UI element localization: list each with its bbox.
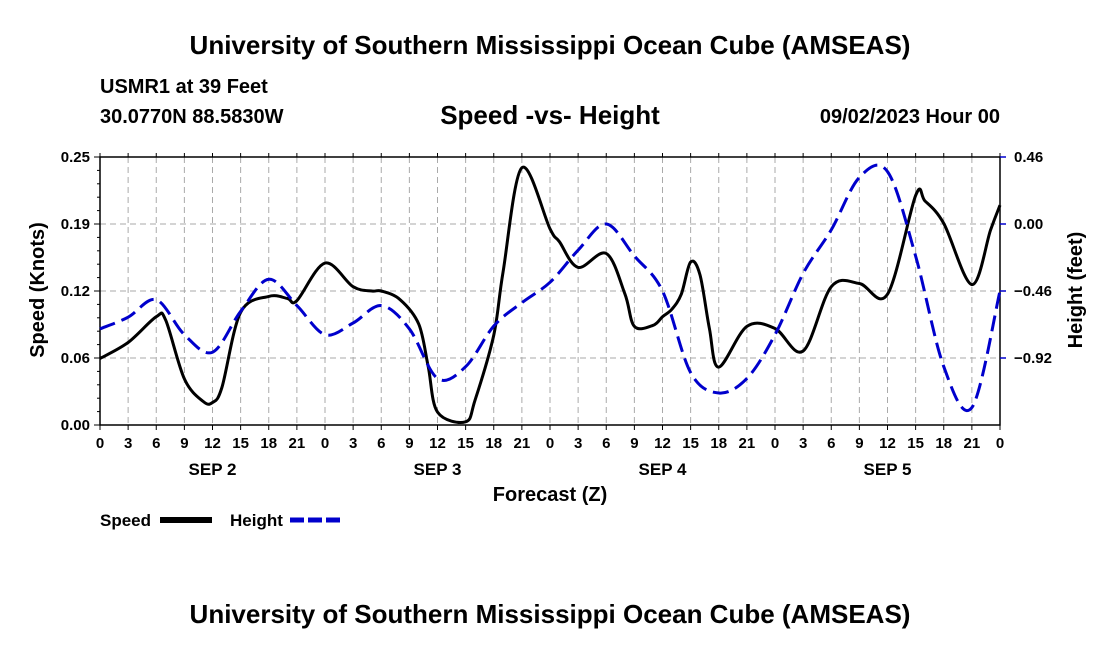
x-tick-label: 21 <box>964 435 981 452</box>
x-tick-label: 9 <box>855 435 863 452</box>
height-series-line <box>99 163 1002 412</box>
x-tick-label: 15 <box>907 435 924 452</box>
x-tick-label: 3 <box>799 435 807 452</box>
axis-labels: Forecast (Z) Speed (Knots) Height (feet) <box>27 222 1087 506</box>
x-tick-label: 21 <box>739 435 756 452</box>
right-y-axis-title: Height (feet) <box>1065 232 1087 349</box>
x-tick-label: 18 <box>260 435 277 452</box>
x-tick-label: 12 <box>654 435 671 452</box>
x-tick-label: 0 <box>996 435 1004 452</box>
y-left-tick-label: 0.00 <box>61 417 90 434</box>
x-tick-label: 18 <box>710 435 727 452</box>
speed-series-line <box>99 165 1002 424</box>
x-tick-label: 0 <box>546 435 554 452</box>
legend-speed-label: Speed <box>100 511 151 530</box>
day-label: SEP 4 <box>639 460 687 479</box>
grid <box>100 156 1000 425</box>
y-left-tick-label: 0.06 <box>61 350 90 367</box>
x-tick-label: 12 <box>879 435 896 452</box>
x-tick-label: 9 <box>630 435 638 452</box>
day-label: SEP 3 <box>414 460 462 479</box>
x-tick-label: 6 <box>377 435 385 452</box>
x-tick-label: 18 <box>935 435 952 452</box>
x-tick-label: 3 <box>124 435 132 452</box>
y-right-tick-label: −0.46 <box>1014 283 1052 300</box>
y-right-tick-label: 0.46 <box>1014 149 1043 166</box>
x-tick-label: 15 <box>457 435 474 452</box>
x-tick-label: 12 <box>429 435 446 452</box>
day-label: SEP 2 <box>189 460 237 479</box>
x-tick-label: 21 <box>289 435 306 452</box>
x-tick-label: 0 <box>96 435 104 452</box>
x-tick-label: 6 <box>827 435 835 452</box>
x-tick-label: 0 <box>321 435 329 452</box>
legend: Speed Height <box>100 511 342 530</box>
x-axis-title: Forecast (Z) <box>493 484 607 506</box>
y-left-tick-label: 0.19 <box>61 216 90 233</box>
y-left-tick-label: 0.12 <box>61 283 90 300</box>
station-label: USMR1 at 39 Feet <box>100 76 268 98</box>
legend-height-label: Height <box>230 511 283 530</box>
x-tick-label: 6 <box>602 435 610 452</box>
x-tick-label: 21 <box>514 435 531 452</box>
y-left-tick-label: 0.25 <box>61 149 90 166</box>
x-tick-label: 18 <box>485 435 502 452</box>
x-tick-label: 15 <box>682 435 699 452</box>
coordinates-label: 30.0770N 88.5830W <box>100 106 284 128</box>
y-right-tick-label: 0.00 <box>1014 216 1043 233</box>
x-tick-label: 3 <box>574 435 582 452</box>
forecast-datetime: 09/02/2023 Hour 00 <box>819 106 1000 128</box>
chart-main-title: University of Southern Mississippi Ocean… <box>189 30 911 60</box>
y-right-tick-label: −0.92 <box>1014 350 1052 367</box>
x-tick-label: 3 <box>349 435 357 452</box>
x-tick-label: 0 <box>771 435 779 452</box>
x-tick-label: 6 <box>152 435 160 452</box>
axis-ticks: 0 3 6 9 12 15 18 21 0 3 6 9 12 15 18 21 0 3 6 9 12 15 18 21 0 3 6 9… <box>61 149 1052 479</box>
left-y-axis-title: Speed (Knots) <box>27 222 49 358</box>
chart-subtitle: Speed -vs- Height <box>440 100 660 130</box>
footer-title: University of Southern Mississippi Ocean… <box>189 599 911 629</box>
series-layer <box>99 163 1002 424</box>
x-tick-label: 12 <box>204 435 221 452</box>
day-label: SEP 5 <box>864 460 912 479</box>
x-tick-label: 9 <box>180 435 188 452</box>
x-tick-label: 15 <box>232 435 249 452</box>
x-tick-label: 9 <box>405 435 413 452</box>
